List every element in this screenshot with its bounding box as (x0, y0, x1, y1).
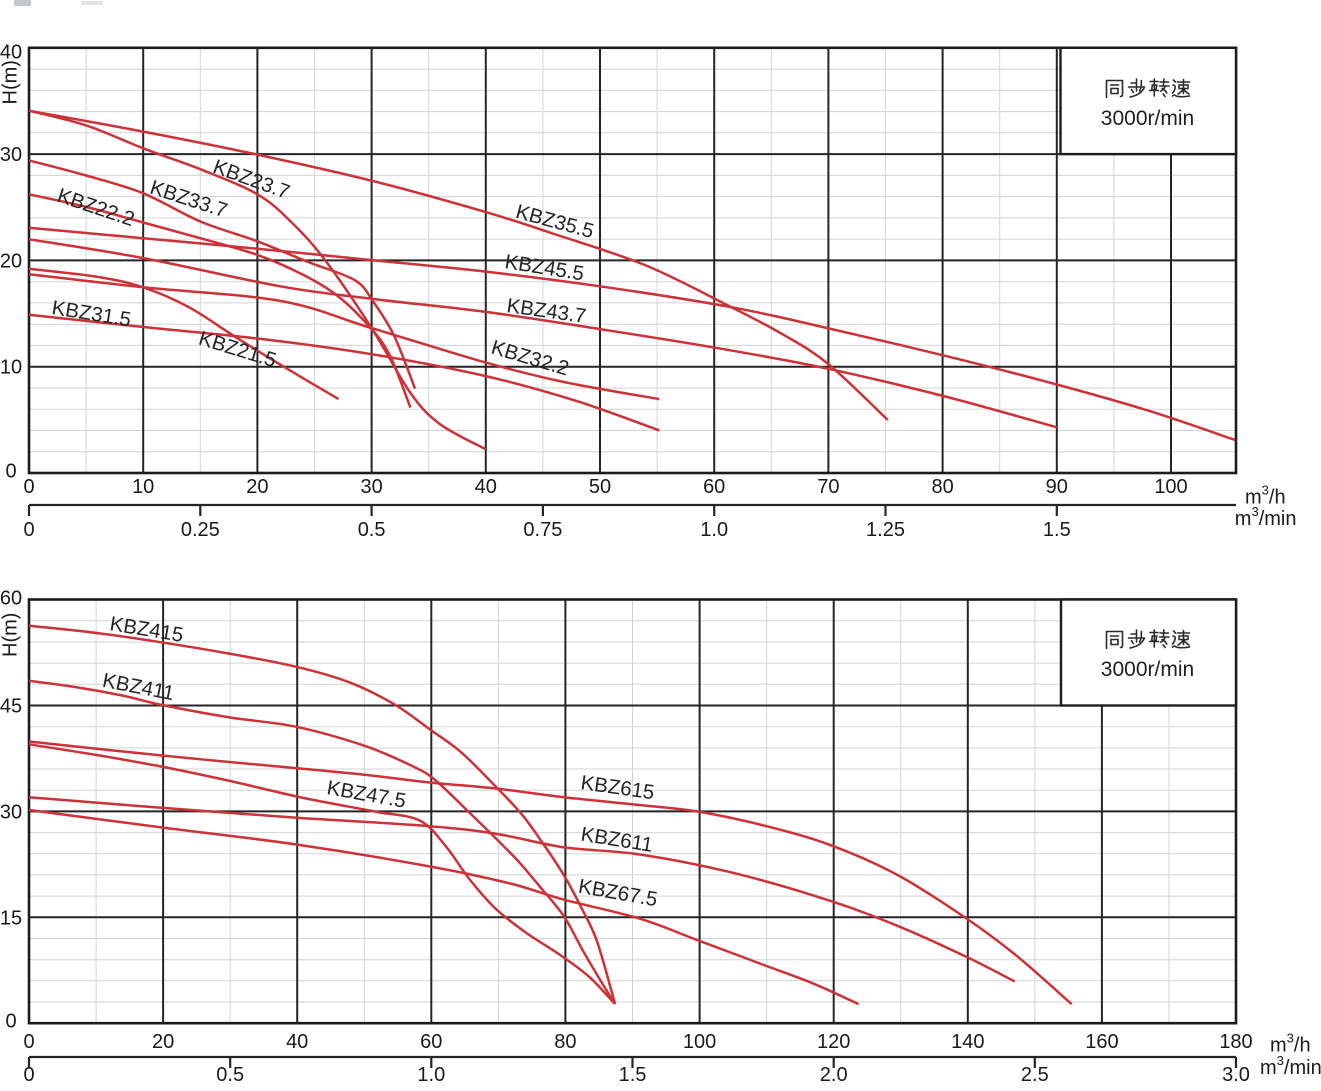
svg-text:0.75: 0.75 (523, 519, 562, 541)
svg-text:60: 60 (420, 1031, 442, 1053)
svg-text:40: 40 (286, 1031, 308, 1053)
svg-text:160: 160 (1085, 1031, 1118, 1053)
svg-text:1.25: 1.25 (866, 519, 905, 541)
svg-text:1.0: 1.0 (417, 1064, 445, 1086)
svg-text:140: 140 (951, 1031, 984, 1053)
svg-text:1.5: 1.5 (1043, 519, 1071, 541)
svg-text:m3/min: m3/min (1235, 504, 1297, 530)
svg-text:3000r/min: 3000r/min (1101, 658, 1194, 681)
svg-text:3000r/min: 3000r/min (1101, 107, 1194, 130)
svg-text:0: 0 (23, 519, 34, 541)
svg-text:m3/h: m3/h (1270, 1031, 1311, 1057)
svg-text:m3/min: m3/min (1260, 1053, 1321, 1079)
svg-text:20: 20 (152, 1031, 174, 1053)
svg-text:40: 40 (475, 476, 497, 498)
svg-text:60: 60 (0, 588, 22, 610)
svg-text:20: 20 (246, 476, 268, 498)
svg-text:2.5: 2.5 (1021, 1064, 1049, 1086)
svg-text:180: 180 (1219, 1031, 1252, 1053)
svg-text:30: 30 (0, 801, 22, 823)
svg-text:70: 70 (817, 476, 839, 498)
svg-text:m3/h: m3/h (1245, 483, 1286, 509)
svg-text:0: 0 (23, 476, 34, 498)
svg-text:100: 100 (1154, 476, 1187, 498)
svg-text:20: 20 (0, 250, 22, 272)
svg-text:0: 0 (23, 1064, 34, 1086)
svg-text:0: 0 (23, 1031, 34, 1053)
svg-text:90: 90 (1046, 476, 1068, 498)
svg-text:60: 60 (703, 476, 725, 498)
svg-text:30: 30 (360, 476, 382, 498)
svg-text:80: 80 (931, 476, 953, 498)
svg-text:H(m): H(m) (0, 613, 22, 657)
svg-text:0.25: 0.25 (181, 519, 220, 541)
svg-text:30: 30 (0, 144, 22, 166)
svg-text:50: 50 (589, 476, 611, 498)
svg-text:2.0: 2.0 (820, 1064, 848, 1086)
svg-text:45: 45 (0, 696, 22, 718)
svg-text:0: 0 (5, 1011, 16, 1033)
svg-text:15: 15 (0, 907, 22, 929)
svg-text:10: 10 (0, 357, 22, 379)
svg-text:10: 10 (132, 476, 154, 498)
svg-text:1.0: 1.0 (700, 519, 728, 541)
svg-text:80: 80 (554, 1031, 576, 1053)
svg-text:100: 100 (683, 1031, 716, 1053)
svg-text:0.5: 0.5 (358, 519, 386, 541)
svg-text:3.0: 3.0 (1222, 1064, 1250, 1086)
svg-text:0: 0 (5, 461, 16, 483)
svg-text:40: 40 (0, 41, 22, 63)
svg-text:120: 120 (817, 1031, 850, 1053)
svg-text:1.5: 1.5 (619, 1064, 647, 1086)
svg-text:H(m): H(m) (0, 60, 22, 104)
svg-text:0.5: 0.5 (216, 1064, 244, 1086)
